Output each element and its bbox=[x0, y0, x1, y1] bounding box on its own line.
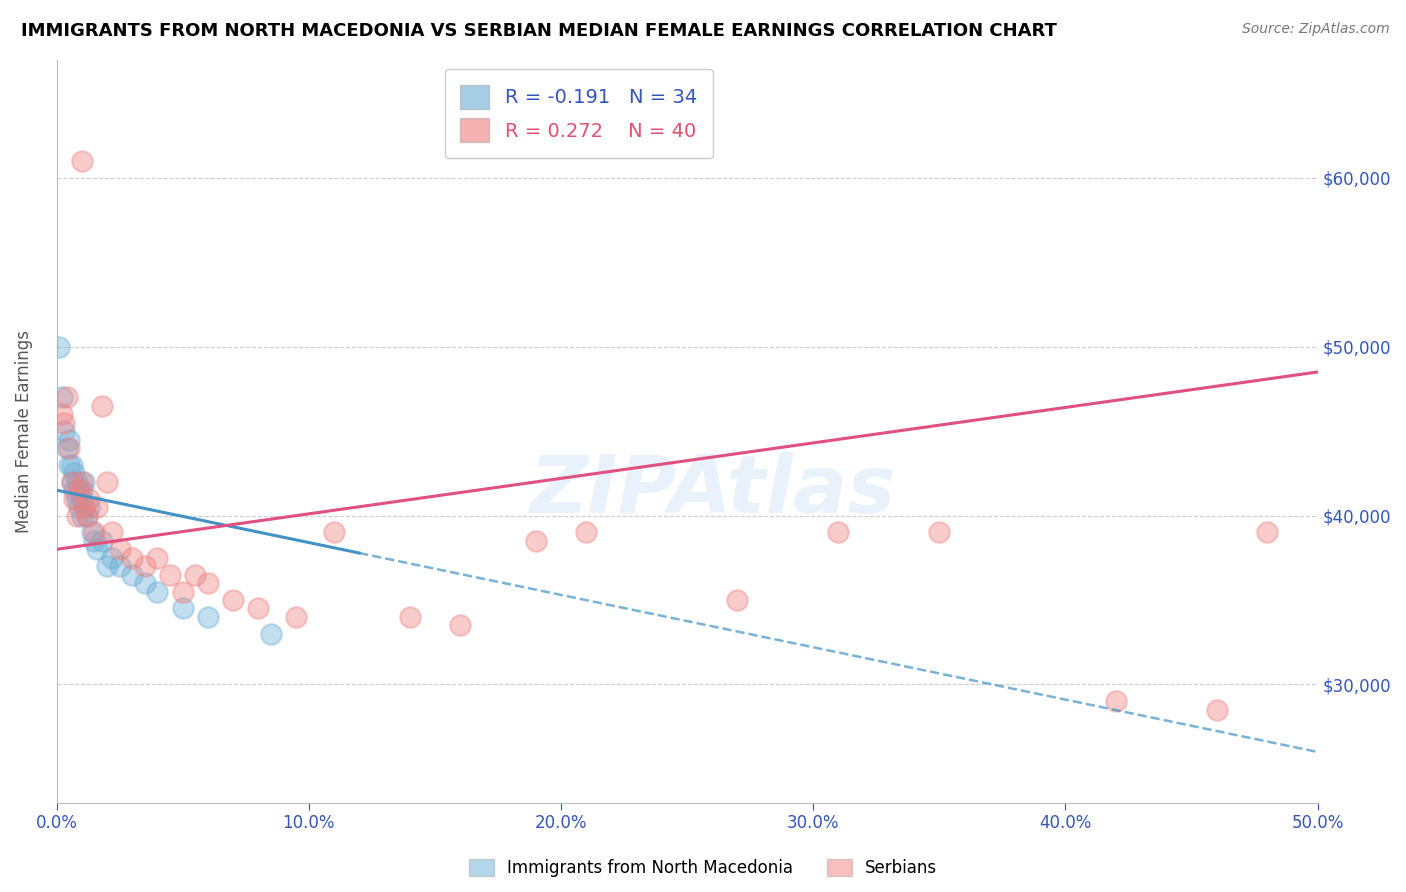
Point bbox=[63, 467, 86, 481]
Point bbox=[86, 500, 108, 514]
Point bbox=[184, 567, 207, 582]
Point bbox=[134, 559, 156, 574]
Point bbox=[60, 458, 83, 472]
Point bbox=[66, 475, 89, 489]
Point bbox=[55, 441, 77, 455]
Point bbox=[134, 576, 156, 591]
Point bbox=[524, 533, 547, 548]
Text: IMMIGRANTS FROM NORTH MACEDONIA VS SERBIAN MEDIAN FEMALE EARNINGS CORRELATION CH: IMMIGRANTS FROM NORTH MACEDONIA VS SERBI… bbox=[21, 22, 1057, 40]
Point bbox=[67, 483, 90, 498]
Point bbox=[51, 390, 73, 404]
Point bbox=[63, 491, 86, 506]
Text: Source: ZipAtlas.com: Source: ZipAtlas.com bbox=[1241, 22, 1389, 37]
Point bbox=[121, 567, 143, 582]
Point bbox=[96, 559, 118, 574]
Point bbox=[83, 533, 105, 548]
Point bbox=[449, 618, 471, 632]
Point bbox=[96, 475, 118, 489]
Point bbox=[70, 475, 93, 489]
Point bbox=[398, 610, 420, 624]
Point bbox=[70, 153, 93, 168]
Legend: Immigrants from North Macedonia, Serbians: Immigrants from North Macedonia, Serbian… bbox=[463, 852, 943, 884]
Point bbox=[58, 441, 80, 455]
Point bbox=[51, 407, 73, 421]
Point bbox=[83, 525, 105, 540]
Point bbox=[91, 399, 114, 413]
Point bbox=[146, 550, 169, 565]
Point bbox=[55, 390, 77, 404]
Point bbox=[197, 576, 219, 591]
Point bbox=[247, 601, 270, 615]
Point bbox=[827, 525, 849, 540]
Point bbox=[66, 491, 89, 506]
Point bbox=[67, 500, 90, 514]
Point bbox=[108, 542, 131, 557]
Point bbox=[70, 483, 93, 498]
Point bbox=[76, 508, 98, 523]
Point bbox=[60, 475, 83, 489]
Point bbox=[58, 458, 80, 472]
Point bbox=[53, 416, 76, 430]
Point bbox=[48, 340, 70, 354]
Point bbox=[60, 475, 83, 489]
Point bbox=[70, 508, 93, 523]
Point bbox=[66, 508, 89, 523]
Legend: R = -0.191   N = 34, R = 0.272    N = 40: R = -0.191 N = 34, R = 0.272 N = 40 bbox=[444, 70, 713, 158]
Point bbox=[91, 533, 114, 548]
Point bbox=[80, 525, 103, 540]
Point bbox=[928, 525, 950, 540]
Point bbox=[172, 601, 194, 615]
Point bbox=[63, 483, 86, 498]
Point bbox=[53, 424, 76, 438]
Point bbox=[101, 550, 124, 565]
Point bbox=[67, 483, 90, 498]
Point bbox=[575, 525, 598, 540]
Point bbox=[146, 584, 169, 599]
Point bbox=[285, 610, 308, 624]
Point bbox=[172, 584, 194, 599]
Point bbox=[323, 525, 346, 540]
Point bbox=[159, 567, 181, 582]
Point bbox=[108, 559, 131, 574]
Point bbox=[86, 542, 108, 557]
Point bbox=[1105, 694, 1128, 708]
Point bbox=[121, 550, 143, 565]
Point bbox=[197, 610, 219, 624]
Point bbox=[73, 475, 96, 489]
Point bbox=[79, 491, 101, 506]
Point bbox=[1256, 525, 1278, 540]
Point bbox=[222, 593, 245, 607]
Point bbox=[1205, 703, 1227, 717]
Point bbox=[727, 593, 749, 607]
Point bbox=[73, 500, 96, 514]
Point bbox=[101, 525, 124, 540]
Text: ZIPAtlas: ZIPAtlas bbox=[529, 451, 896, 530]
Point bbox=[73, 500, 96, 514]
Point bbox=[58, 433, 80, 447]
Point bbox=[70, 491, 93, 506]
Y-axis label: Median Female Earnings: Median Female Earnings bbox=[15, 330, 32, 533]
Point bbox=[79, 500, 101, 514]
Point bbox=[260, 626, 283, 640]
Point bbox=[76, 508, 98, 523]
